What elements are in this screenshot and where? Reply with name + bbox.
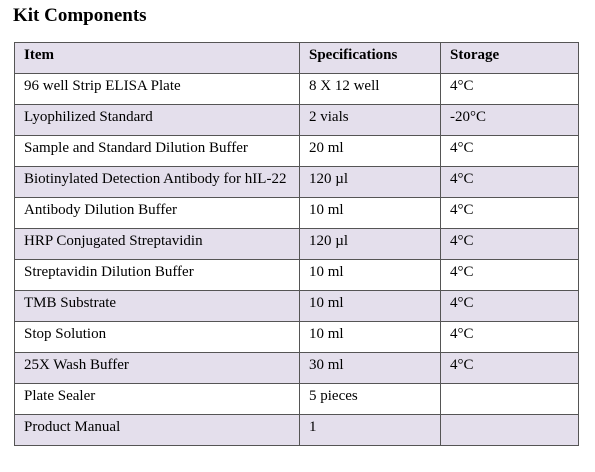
table-cell: 10 ml <box>299 321 441 353</box>
table-cell: 10 ml <box>299 290 441 322</box>
header-row: Item Specifications Storage <box>14 42 579 74</box>
header-cell: Item <box>14 42 300 74</box>
table-row: Product Manual 1 <box>14 414 579 446</box>
table-row: Lyophilized Standard 2 vials -20°C <box>14 104 579 136</box>
table-cell: 1 <box>299 414 441 446</box>
header-cell: Storage <box>440 42 579 74</box>
table-row: TMB Substrate 10 ml 4°C <box>14 290 579 322</box>
table-cell: 4°C <box>440 259 579 291</box>
table-cell: 4°C <box>440 166 579 198</box>
table-cell <box>440 383 579 415</box>
table-cell: Stop Solution <box>14 321 300 353</box>
table-cell <box>440 414 579 446</box>
table-cell: Plate Sealer <box>14 383 300 415</box>
table-cell: 4°C <box>440 228 579 260</box>
table-cell: 120 µl <box>299 166 441 198</box>
title: Kit Components <box>13 5 147 26</box>
table-cell: Antibody Dilution Buffer <box>14 197 300 229</box>
table-body: 96 well Strip ELISA Plate 8 X 12 well 4°C L… <box>14 73 579 446</box>
table-row: Antibody Dilution Buffer 10 ml 4°C <box>14 197 579 229</box>
table-cell: Lyophilized Standard <box>14 104 300 136</box>
table-row: Plate Sealer 5 pieces <box>14 383 579 415</box>
table-cell: 4°C <box>440 290 579 322</box>
table-cell: 8 X 12 well <box>299 73 441 105</box>
table-cell: Biotinylated Detection Antibody for hIL-… <box>14 166 300 198</box>
table-cell: TMB Substrate <box>14 290 300 322</box>
table-cell: -20°C <box>440 104 579 136</box>
table-cell: 96 well Strip ELISA Plate <box>14 73 300 105</box>
table-cell: Product Manual <box>14 414 300 446</box>
table-cell: 25X Wash Buffer <box>14 352 300 384</box>
table-cell: HRP Conjugated Streptavidin <box>14 228 300 260</box>
table-cell: 5 pieces <box>299 383 441 415</box>
table-cell: Streptavidin Dilution Buffer <box>14 259 300 291</box>
table-row: 25X Wash Buffer 30 ml 4°C <box>14 352 579 384</box>
components-table: Item Specifications Storage 96 well Strip … <box>14 42 579 446</box>
table-cell: 20 ml <box>299 135 441 167</box>
table-cell: 10 ml <box>299 259 441 291</box>
table-row: Streptavidin Dilution Buffer 10 ml 4°C <box>14 259 579 291</box>
table-row: Sample and Standard Dilution Buffer 20 ml… <box>14 135 579 167</box>
table-cell: 4°C <box>440 73 579 105</box>
table-cell: Sample and Standard Dilution Buffer <box>14 135 300 167</box>
table-cell: 10 ml <box>299 197 441 229</box>
table-row: HRP Conjugated Streptavidin 120 µl 4°C <box>14 228 579 260</box>
table-cell: 4°C <box>440 321 579 353</box>
table-row: 96 well Strip ELISA Plate 8 X 12 well 4°C <box>14 73 579 105</box>
table-cell: 2 vials <box>299 104 441 136</box>
table-cell: 4°C <box>440 352 579 384</box>
table-row: Stop Solution 10 ml 4°C <box>14 321 579 353</box>
table-cell: 4°C <box>440 135 579 167</box>
header-cell: Specifications <box>299 42 441 74</box>
table-row: Biotinylated Detection Antibody for hIL-… <box>14 166 579 198</box>
table-cell: 120 µl <box>299 228 441 260</box>
table-cell: 4°C <box>440 197 579 229</box>
table-cell: 30 ml <box>299 352 441 384</box>
